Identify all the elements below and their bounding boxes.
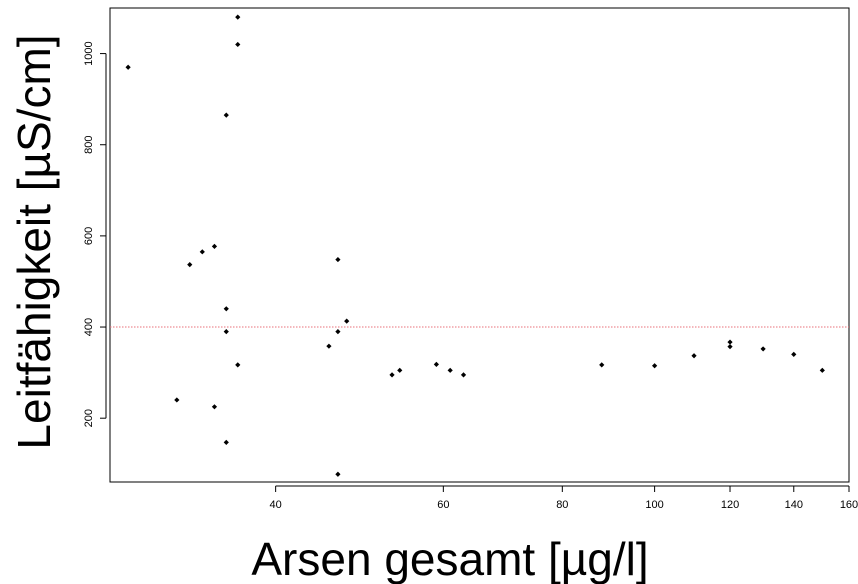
data-point: [791, 351, 797, 357]
y-tick-label: 800: [83, 136, 95, 154]
data-point: [223, 328, 229, 335]
data-point: [397, 367, 403, 373]
data-point: [223, 112, 229, 118]
data-point: [211, 243, 218, 249]
data-point: [760, 346, 766, 352]
data-point: [211, 404, 218, 410]
data-point: [174, 397, 180, 403]
data-point: [335, 328, 341, 335]
data-point: [235, 14, 241, 20]
data-point: [235, 362, 241, 368]
data-point: [187, 261, 193, 268]
data-point: [460, 372, 467, 378]
y-tick-label: 400: [83, 318, 95, 336]
y-axis: 200 400 600 800 1000: [83, 41, 107, 427]
plot-frame: [109, 7, 850, 483]
data-point: [335, 256, 341, 263]
data-points: [125, 14, 825, 477]
x-tick-label: 120: [721, 499, 739, 511]
data-point: [691, 353, 697, 359]
data-point: [223, 306, 229, 312]
y-axis-title: Leitfähigkeit [µS/cm]: [8, 34, 60, 449]
y-tick-label: 200: [83, 409, 95, 427]
x-tick-label: 80: [556, 499, 568, 511]
data-point: [125, 64, 131, 70]
y-tick-label: 1000: [83, 41, 95, 65]
data-point: [599, 362, 605, 368]
data-point: [335, 471, 341, 477]
x-tick-label: 140: [785, 499, 803, 511]
data-point: [223, 439, 229, 445]
x-tick-label: 100: [645, 499, 663, 511]
data-point: [235, 41, 241, 48]
data-point: [652, 363, 658, 369]
data-point: [819, 367, 825, 373]
data-point: [326, 343, 332, 349]
data-point: [447, 367, 453, 373]
data-point: [344, 318, 350, 324]
data-point: [727, 344, 733, 350]
x-axis: 40 60 80 100 120 140 160: [270, 485, 858, 511]
y-tick-label: 600: [83, 227, 95, 245]
x-tick-label: 160: [840, 499, 858, 511]
data-point: [389, 372, 395, 378]
x-tick-label: 60: [437, 499, 449, 511]
data-point: [199, 249, 205, 255]
data-point: [433, 361, 439, 368]
x-tick-label: 40: [270, 499, 282, 511]
x-axis-title: Arsen gesamt [µg/l]: [251, 533, 648, 584]
data-point: [727, 339, 733, 345]
